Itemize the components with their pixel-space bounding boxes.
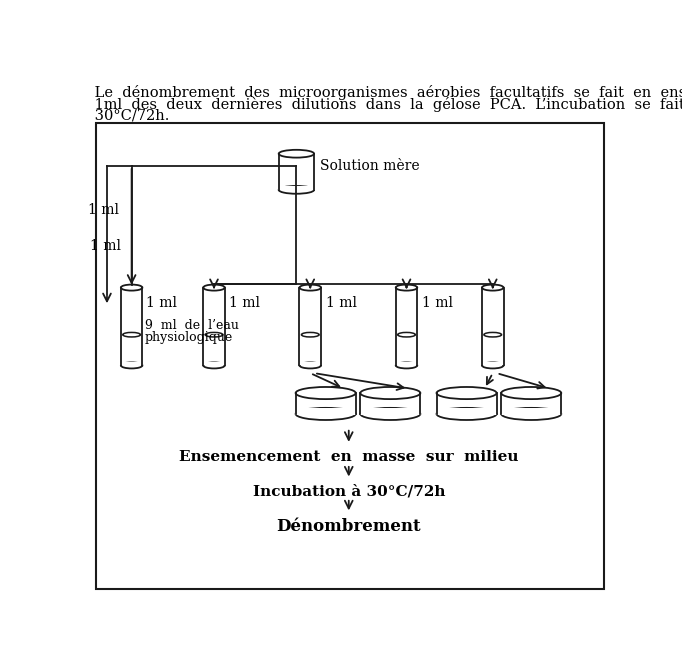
Text: 1 ml: 1 ml: [90, 239, 121, 253]
Bar: [501, 408, 562, 415]
Text: Le  dénombrement  des  microorganismes  aérobies  facultatifs  se  fait  en  ens: Le dénombrement des microorganismes aéro…: [90, 85, 682, 100]
Text: 1 ml: 1 ml: [229, 296, 261, 310]
Ellipse shape: [396, 285, 417, 291]
Bar: [120, 362, 143, 366]
Ellipse shape: [501, 387, 561, 399]
Text: 1 ml: 1 ml: [326, 296, 357, 310]
Text: 1ml  des  deux  dernières  dilutions  dans  la  gélose  PCA.  L’incubation  se  : 1ml des deux dernières dilutions dans la…: [90, 97, 682, 111]
Text: Solution mère: Solution mère: [321, 159, 420, 173]
Ellipse shape: [203, 362, 225, 368]
Ellipse shape: [121, 362, 143, 368]
Ellipse shape: [482, 285, 503, 291]
Ellipse shape: [121, 285, 143, 291]
Ellipse shape: [360, 408, 420, 420]
Text: 1 ml: 1 ml: [146, 296, 177, 310]
Ellipse shape: [360, 387, 420, 399]
Ellipse shape: [299, 285, 321, 291]
Bar: [278, 186, 315, 190]
Bar: [299, 362, 322, 366]
Bar: [359, 408, 421, 415]
Ellipse shape: [299, 362, 321, 368]
Bar: [395, 362, 418, 366]
Ellipse shape: [396, 362, 417, 368]
Ellipse shape: [482, 362, 503, 368]
Text: Incubation à 30°C/72h: Incubation à 30°C/72h: [252, 484, 445, 498]
Text: 1 ml: 1 ml: [422, 296, 453, 310]
Bar: [436, 408, 497, 415]
Text: Dénombrement: Dénombrement: [276, 518, 421, 535]
Bar: [481, 362, 504, 366]
Text: physiologique: physiologique: [145, 331, 233, 344]
Bar: [203, 362, 226, 366]
Ellipse shape: [279, 150, 314, 158]
Ellipse shape: [436, 408, 496, 420]
Text: 1 ml: 1 ml: [89, 203, 119, 217]
Text: Ensemencement  en  masse  sur  milieu: Ensemencement en masse sur milieu: [179, 450, 518, 464]
Ellipse shape: [295, 387, 356, 399]
Ellipse shape: [203, 285, 225, 291]
Text: 9  ml  de  l’eau: 9 ml de l’eau: [145, 319, 239, 332]
Ellipse shape: [279, 186, 314, 194]
Ellipse shape: [436, 387, 496, 399]
Bar: [295, 408, 357, 415]
Text: 30°C/72h.: 30°C/72h.: [90, 108, 169, 122]
Ellipse shape: [501, 408, 561, 420]
Ellipse shape: [295, 408, 356, 420]
